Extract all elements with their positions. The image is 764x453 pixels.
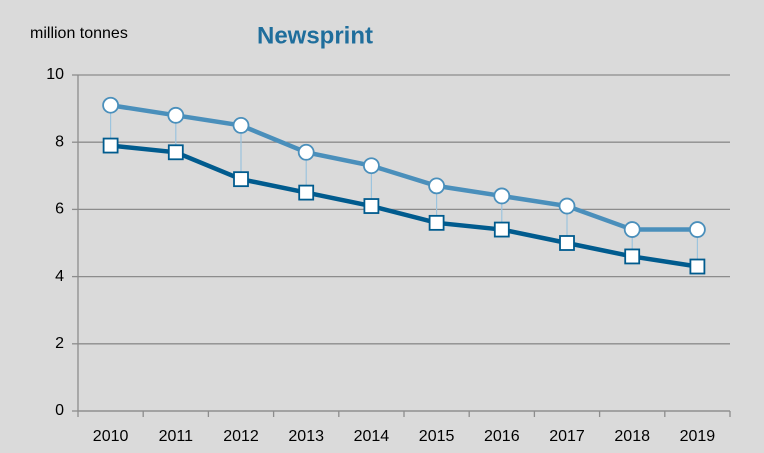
x-tick-label: 2011 <box>159 428 194 445</box>
marker <box>493 221 510 238</box>
marker <box>298 184 315 201</box>
marker <box>297 143 315 161</box>
marker <box>428 177 446 195</box>
y-tick-label: 2 <box>55 335 64 352</box>
x-tick-label: 2019 <box>680 428 716 445</box>
marker <box>167 144 184 161</box>
y-tick-label: 6 <box>55 201 64 218</box>
marker <box>362 157 380 175</box>
x-tick-label: 2013 <box>288 428 324 445</box>
marker <box>233 171 249 188</box>
marker <box>102 137 119 154</box>
marker <box>689 258 706 275</box>
marker <box>493 187 511 205</box>
series-line <box>110 143 698 269</box>
marker <box>232 117 250 134</box>
marker <box>363 198 380 214</box>
marker <box>689 221 706 238</box>
y-tick-label: 10 <box>46 66 64 83</box>
marker <box>624 248 641 265</box>
x-tick-label: 2018 <box>614 428 650 445</box>
series-line <box>110 103 698 232</box>
y-tick-label: 8 <box>55 133 64 150</box>
x-tick-label: 2015 <box>419 428 455 445</box>
marker <box>167 106 185 124</box>
y-axis-label: million tonnes <box>30 25 128 42</box>
x-tick-label: 2012 <box>223 428 259 445</box>
marker <box>559 235 575 251</box>
y-tick-label: 4 <box>55 268 64 285</box>
x-tick-label: 2017 <box>549 428 585 445</box>
marker <box>102 96 119 114</box>
marker <box>428 214 445 231</box>
x-tick-label: 2016 <box>484 428 520 445</box>
x-tick-label: 2014 <box>354 428 390 445</box>
x-tick-label: 2010 <box>93 428 129 445</box>
marker <box>558 197 576 215</box>
chart-title: Newsprint <box>257 22 373 49</box>
y-tick-label: 0 <box>55 402 64 419</box>
marker <box>623 221 641 238</box>
